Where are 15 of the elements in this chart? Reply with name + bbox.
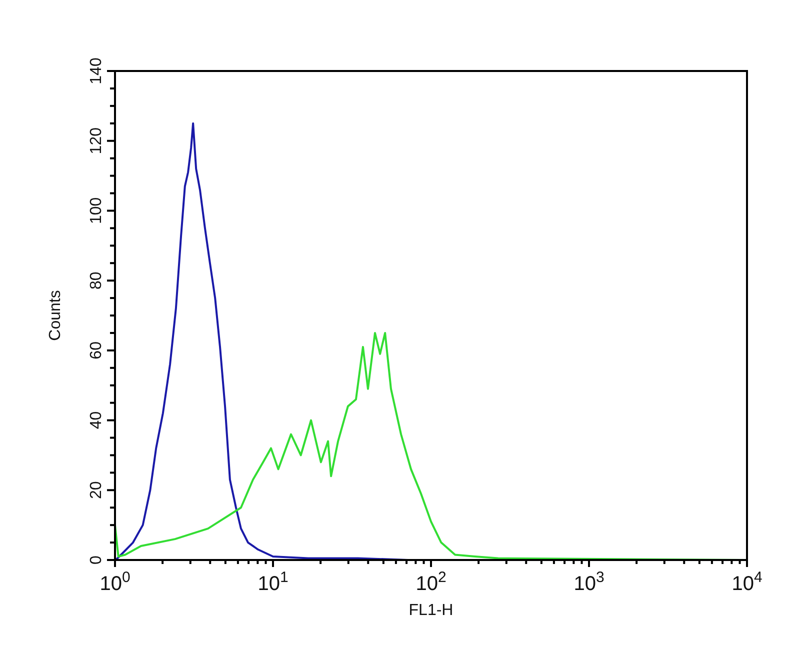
y-tick-label: 80 xyxy=(88,272,105,290)
y-axis-title: Counts xyxy=(47,290,64,341)
y-tick-label: 0 xyxy=(88,555,105,564)
x-tick-label: 10$^{4}$ xyxy=(732,568,762,595)
x-tick-label: 10$^{0}$ xyxy=(100,568,130,595)
x-tick-label: 10$^{1}$ xyxy=(258,568,288,595)
y-tick-label: 60 xyxy=(88,341,105,360)
y-tick-label: 20 xyxy=(88,481,105,500)
x-axis-title: FL1-H xyxy=(408,602,454,619)
y-tick-label: 100 xyxy=(88,197,105,224)
y-tick-label: 120 xyxy=(88,127,105,154)
x-tick-label: 10$^{3}$ xyxy=(574,568,604,595)
y-tick-label: 140 xyxy=(88,58,105,84)
y-tick-label: 40 xyxy=(88,411,105,430)
x-tick-label: 10$^{2}$ xyxy=(416,568,446,595)
